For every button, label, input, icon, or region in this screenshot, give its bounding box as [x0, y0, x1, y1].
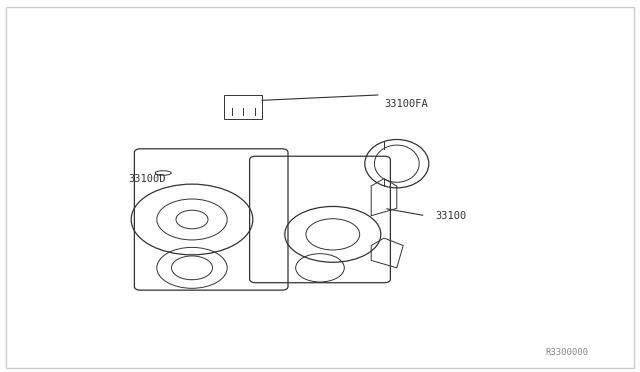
Text: 33100: 33100 [435, 211, 467, 221]
Text: R3300000: R3300000 [546, 348, 589, 357]
Text: 33100D: 33100D [128, 174, 166, 183]
Text: 33100FA: 33100FA [384, 99, 428, 109]
